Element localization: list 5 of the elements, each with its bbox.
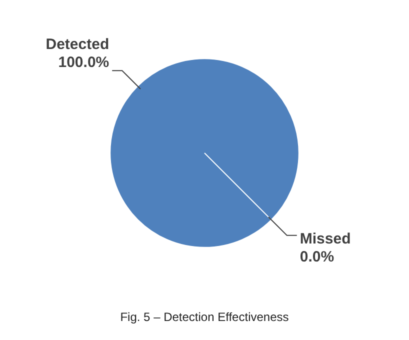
text: 0.0% <box>300 248 334 266</box>
data-label: 100.0% <box>58 54 110 71</box>
caption: Fig. 5 – Detection Effectiveness <box>119 310 290 324</box>
slice-label: Detected <box>46 36 110 53</box>
category-label: Missed <box>300 230 351 248</box>
